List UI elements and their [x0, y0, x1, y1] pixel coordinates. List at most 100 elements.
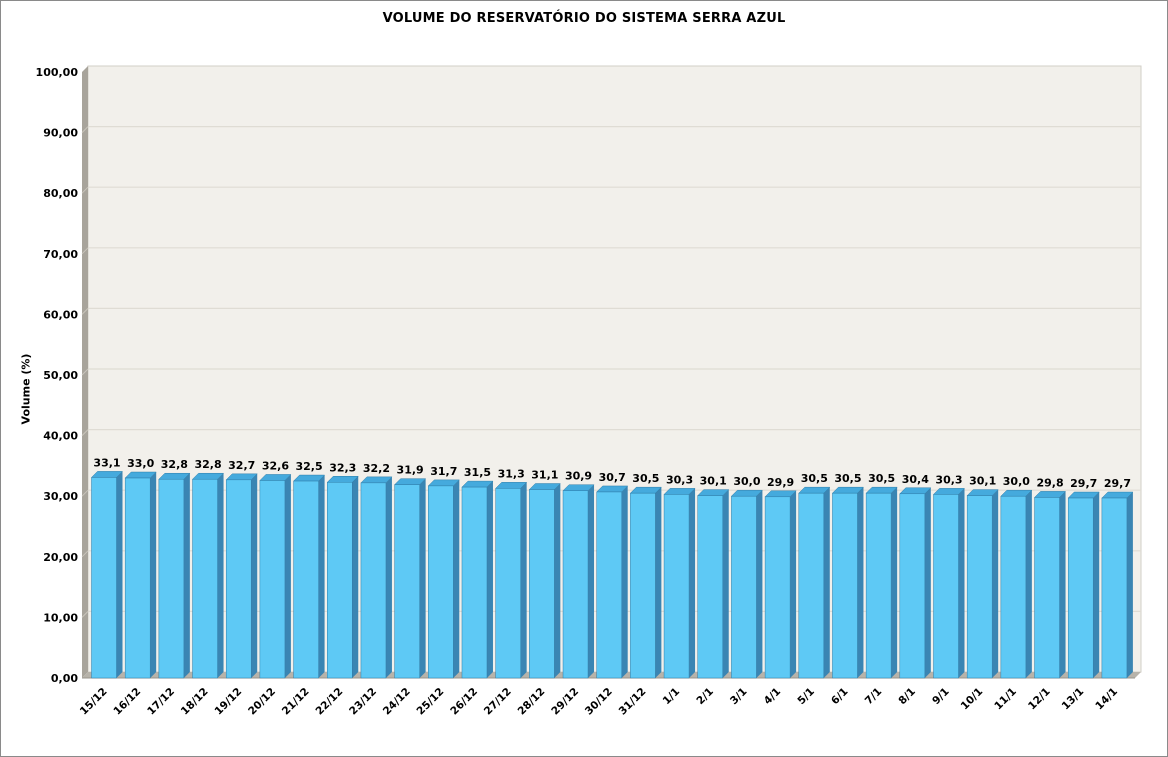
bar	[91, 477, 117, 679]
bar-value-label: 31,7	[430, 465, 457, 478]
x-axis-label: 9/1	[930, 686, 952, 708]
x-axis-label: 11/1	[992, 686, 1019, 713]
bar-value-label: 30,5	[834, 472, 861, 485]
bar	[394, 484, 420, 679]
bar	[966, 495, 993, 679]
x-axis-label: 27/12	[482, 686, 514, 718]
bar-side-face	[756, 490, 763, 678]
chart-title: VOLUME DO RESERVATÓRIO DO SISTEMA SERRA …	[382, 11, 786, 26]
bar-value-label: 30,4	[902, 473, 929, 486]
bar	[192, 478, 218, 679]
y-tick-label: 100,00	[36, 66, 79, 79]
bar-value-label: 30,1	[969, 475, 996, 488]
side-wall-gridline	[81, 247, 89, 255]
x-axis-label: 4/1	[762, 686, 784, 708]
bar-value-label: 31,5	[464, 466, 491, 479]
bar-value-label: 30,5	[868, 472, 895, 485]
bar	[1000, 495, 1027, 679]
x-axis-label: 24/12	[381, 686, 413, 718]
bar-side-face	[1126, 492, 1133, 678]
x-axis-label: 5/1	[795, 686, 817, 708]
x-axis-label: 3/1	[728, 686, 750, 708]
x-axis-label: 16/12	[111, 686, 143, 718]
bar-value-label: 30,0	[733, 475, 760, 488]
side-wall-gridline	[81, 126, 89, 133]
side-wall-gridline	[81, 308, 89, 315]
bar-value-label: 29,8	[1036, 476, 1063, 489]
bar-side-face	[891, 487, 898, 678]
bar-side-face	[453, 479, 460, 678]
bar-side-face	[419, 478, 426, 678]
y-tick-label: 60,00	[43, 308, 78, 321]
bar	[495, 488, 521, 679]
bar-side-face	[116, 471, 123, 678]
bar-side-face	[958, 488, 965, 678]
x-axis-label: 21/12	[280, 686, 312, 718]
bar-side-face	[588, 484, 595, 678]
x-axis-label: 12/1	[1026, 686, 1053, 713]
bar-side-face	[520, 482, 527, 678]
side-wall-gridline	[81, 611, 89, 618]
bar	[124, 477, 151, 679]
bar-value-label: 31,3	[498, 467, 525, 480]
x-axis-label: 1/1	[661, 686, 683, 708]
x-axis-label: 10/1	[959, 686, 986, 713]
bar-side-face	[150, 472, 157, 678]
bar	[327, 482, 353, 679]
bar-side-face	[621, 485, 628, 678]
bar	[259, 480, 286, 679]
bar-side-face	[992, 489, 999, 678]
bar-value-label: 30,3	[666, 473, 693, 486]
bar	[225, 479, 252, 679]
bar-side-face	[689, 488, 696, 678]
bar	[360, 482, 387, 679]
bar-value-label: 29,7	[1104, 477, 1131, 490]
bar-value-label: 30,1	[700, 475, 727, 488]
bar-side-face	[655, 487, 662, 678]
bar-value-label: 32,8	[194, 458, 221, 471]
x-axis-label: 26/12	[448, 686, 480, 718]
bar-value-label: 32,2	[363, 462, 390, 475]
bar-value-label: 29,7	[1070, 477, 1097, 490]
x-axis-label: 7/1	[863, 686, 885, 708]
y-tick-label: 30,00	[43, 490, 78, 503]
y-tick-label: 10,00	[43, 611, 78, 624]
bar-value-label: 30,5	[801, 472, 828, 485]
x-axis-label: 14/1	[1093, 686, 1120, 713]
x-axis-label: 29/12	[549, 686, 581, 718]
bar	[630, 492, 656, 679]
x-axis-label: 19/12	[212, 686, 244, 718]
x-axis-label: 2/1	[694, 686, 716, 708]
x-axis-label: 30/12	[583, 686, 615, 718]
bar-value-label: 32,8	[161, 458, 188, 471]
bar	[461, 486, 488, 679]
bar-side-face	[217, 473, 224, 678]
bar	[832, 492, 858, 679]
y-tick-label: 20,00	[43, 551, 78, 564]
side-wall-gridline	[81, 489, 89, 497]
x-axis-label: 8/1	[896, 686, 918, 708]
bar	[899, 493, 926, 679]
x-axis-label: 22/12	[314, 686, 346, 718]
y-tick-label: 0,00	[51, 672, 78, 685]
bar-value-label: 31,9	[397, 464, 424, 477]
bar-value-label: 30,5	[632, 472, 659, 485]
y-tick-label: 40,00	[43, 430, 78, 443]
bar	[1101, 497, 1128, 679]
y-tick-label: 50,00	[43, 369, 78, 382]
bar-side-face	[1093, 492, 1100, 678]
x-axis-label: 23/12	[347, 686, 379, 718]
bar	[865, 492, 892, 679]
bar-side-face	[722, 489, 729, 678]
bar-value-label: 30,7	[599, 471, 626, 484]
bar-side-face	[924, 487, 931, 678]
side-wall-gridline	[81, 429, 89, 436]
x-axis-label: 25/12	[415, 686, 447, 718]
bar-value-label: 30,0	[1003, 475, 1030, 488]
x-axis-label: 13/1	[1060, 686, 1087, 713]
x-axis-label: 28/12	[516, 686, 548, 718]
bar	[1034, 497, 1060, 679]
bar-value-label: 33,1	[93, 456, 120, 469]
